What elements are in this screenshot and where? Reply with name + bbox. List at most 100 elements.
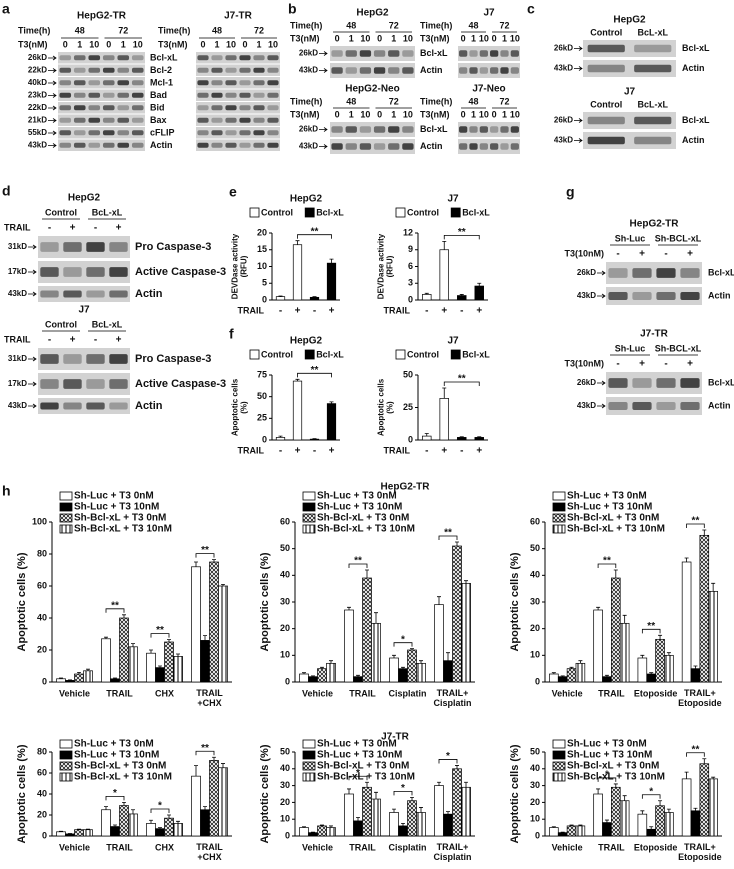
blot-title: HepG2 xyxy=(356,8,389,19)
error-bar xyxy=(149,819,153,824)
error-bar xyxy=(86,668,90,671)
y-tick-label: 20 xyxy=(530,797,540,807)
blot-band xyxy=(59,80,72,86)
label: 10 xyxy=(360,33,370,43)
label: - xyxy=(94,335,97,346)
label: 1 xyxy=(391,33,396,43)
label: - xyxy=(48,335,51,346)
blot-band xyxy=(197,130,209,136)
blot-band xyxy=(239,67,251,73)
y-tick-label: 20 xyxy=(280,623,290,633)
label: + xyxy=(70,223,76,234)
bar xyxy=(389,657,399,683)
blot-band xyxy=(359,143,372,150)
y-tick-label: 30 xyxy=(530,780,540,790)
error-bar xyxy=(149,649,153,654)
error-bar xyxy=(622,614,627,624)
blot-background xyxy=(606,262,702,284)
bar xyxy=(209,760,219,837)
blot-band xyxy=(239,117,251,123)
label: Bid xyxy=(150,102,165,112)
blot-title: J7-Neo xyxy=(472,84,505,95)
blot-title: J7-TR xyxy=(224,11,253,22)
bar xyxy=(83,670,93,683)
legend-swatch xyxy=(302,761,316,771)
label: 1 xyxy=(471,109,476,119)
blot-band xyxy=(59,92,72,98)
error-bar xyxy=(347,606,351,610)
blot-band xyxy=(117,67,130,73)
blot-band xyxy=(63,354,82,364)
error-bar xyxy=(401,823,405,826)
bar xyxy=(699,763,710,837)
blot-band xyxy=(345,126,357,133)
blot-band xyxy=(680,402,700,410)
label: 48 xyxy=(346,20,356,30)
significance-bracket xyxy=(150,633,170,638)
blot-band xyxy=(102,142,115,148)
error-bar xyxy=(320,666,324,669)
y-tick-label: 50 xyxy=(280,543,290,553)
x-tick-label: + xyxy=(441,306,447,317)
blot-band xyxy=(86,242,105,252)
significance-bracket xyxy=(597,777,617,782)
y-tick-label: 40 xyxy=(530,763,540,773)
blot-band xyxy=(117,130,130,136)
y-tick-label: 3 xyxy=(408,278,413,288)
legend-label: Sh-Bcl-xL + T3 0nM xyxy=(74,513,166,524)
x-tick-label: - xyxy=(425,306,428,317)
label: 10 xyxy=(479,33,489,43)
blot-background xyxy=(196,89,280,101)
blot-band xyxy=(225,80,237,86)
legend-label: Control xyxy=(407,207,439,217)
marker-arrow xyxy=(28,356,37,362)
significance-bracket xyxy=(348,563,368,568)
y-tick-label: 20 xyxy=(257,227,267,237)
x-tick-label: - xyxy=(460,446,463,457)
legend-swatch xyxy=(304,349,315,360)
blot-background xyxy=(58,127,145,139)
legend-label: Sh-Luc + T3 10nM xyxy=(74,502,159,513)
blot-band xyxy=(680,292,700,300)
blot-band xyxy=(40,379,59,389)
y-tick-label: 40 xyxy=(530,570,540,580)
error-bar xyxy=(77,828,81,830)
y-tick-label: 10 xyxy=(280,814,290,824)
x-tick-label: Vehicle xyxy=(552,842,583,852)
bar xyxy=(275,296,286,301)
marker-arrow xyxy=(597,403,606,409)
x-tick-label: + xyxy=(476,446,482,457)
error-bar xyxy=(477,282,482,287)
blot-band xyxy=(211,67,223,73)
label: Control xyxy=(590,27,622,37)
marker-arrow xyxy=(28,244,37,250)
bar xyxy=(326,262,337,301)
bar xyxy=(452,545,462,683)
error-bar xyxy=(113,824,117,827)
blot-band xyxy=(634,44,672,53)
blot-band xyxy=(225,67,237,73)
label: Actin xyxy=(682,63,705,73)
panel-label: c xyxy=(527,1,535,17)
significance-bracket xyxy=(195,750,215,756)
error-bar xyxy=(442,387,447,399)
blot-band xyxy=(102,105,115,111)
label: Bcl-xL xyxy=(150,52,178,62)
label: 10 xyxy=(360,109,370,119)
error-bar xyxy=(693,807,698,811)
error-bar xyxy=(649,826,654,830)
y-tick-label: 0 xyxy=(535,830,540,840)
error-bar xyxy=(104,636,108,639)
bar xyxy=(439,249,449,301)
bar xyxy=(549,673,559,683)
blot-band xyxy=(402,67,414,74)
blot-band xyxy=(359,126,372,133)
error-bar xyxy=(455,765,459,769)
blot-band xyxy=(117,105,130,111)
label: 1 xyxy=(502,109,507,119)
error-bar xyxy=(77,672,81,674)
label: + xyxy=(116,335,122,346)
error-bar xyxy=(302,672,306,674)
x-tick-label: TRAIL xyxy=(349,842,376,852)
error-bar xyxy=(596,788,601,794)
